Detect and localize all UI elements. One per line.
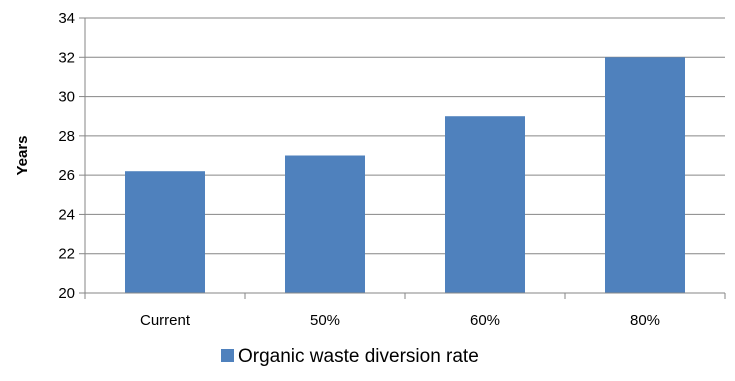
legend-label: Organic waste diversion rate: [238, 346, 479, 367]
y-tick-label: 24: [58, 206, 75, 223]
x-tick-label: Current: [140, 312, 191, 329]
bar: [605, 57, 685, 294]
legend-swatch: [221, 349, 234, 362]
y-tick-label: 26: [58, 167, 75, 184]
x-tick-label: 60%: [470, 312, 500, 329]
y-tick-label: 32: [58, 49, 75, 66]
x-tick-labels: Current 50% 60% 80%: [84, 293, 726, 329]
y-tick-label: 22: [58, 246, 75, 263]
y-tick-label: 30: [58, 89, 75, 106]
y-tick-labels: 20 22 24 26 28 30 32 34: [58, 10, 85, 302]
y-tick-label: 28: [58, 128, 75, 145]
y-axis-label: Years: [14, 135, 31, 175]
bars: [125, 57, 685, 294]
bar: [285, 155, 365, 293]
x-tick-label: 80%: [630, 312, 660, 329]
x-tick-label: 50%: [310, 312, 340, 329]
bar: [125, 171, 205, 293]
y-tick-label: 20: [58, 285, 75, 302]
bar: [445, 116, 525, 293]
y-tick-label: 34: [58, 10, 75, 27]
legend: Organic waste diversion rate: [221, 346, 479, 367]
